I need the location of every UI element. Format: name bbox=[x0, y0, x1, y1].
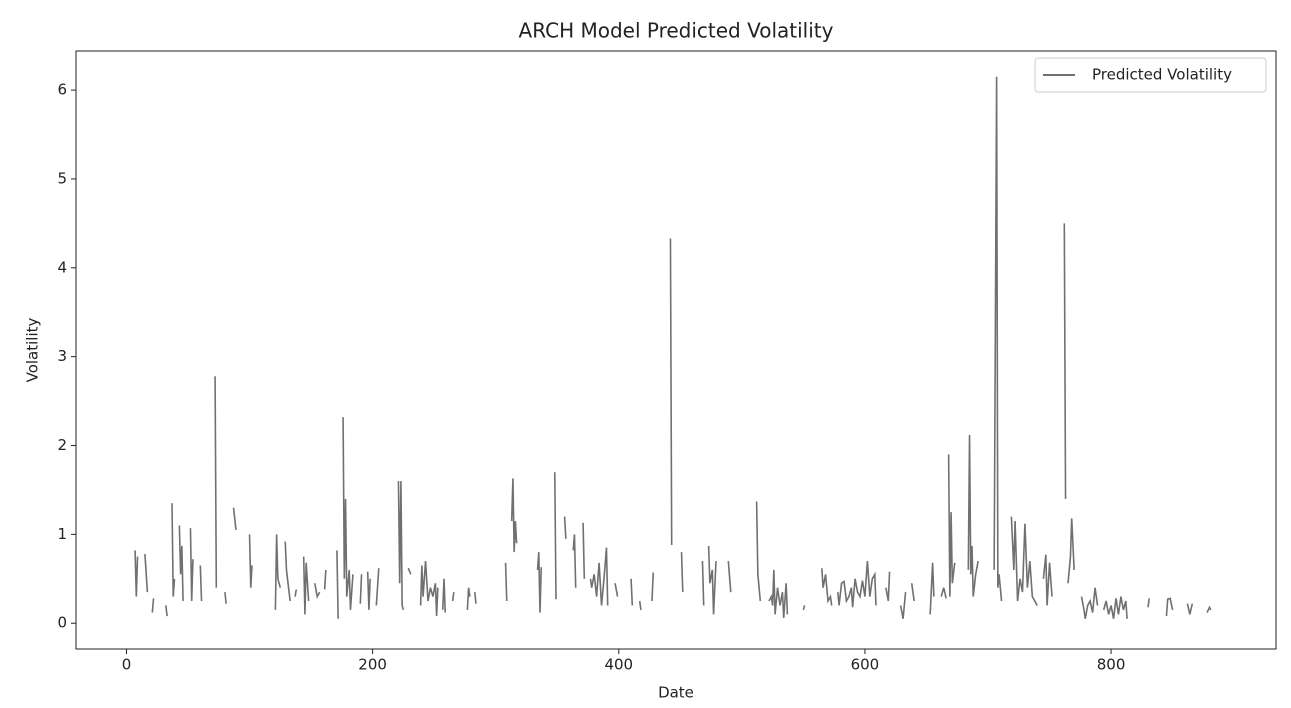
plot-frame bbox=[75, 50, 1277, 650]
x-tick-label: 200 bbox=[358, 656, 387, 674]
chart-title: ARCH Model Predicted Volatility bbox=[519, 19, 834, 43]
x-tick-label: 400 bbox=[604, 656, 633, 674]
y-tick-label: 6 bbox=[57, 81, 67, 99]
legend-box bbox=[1034, 57, 1267, 93]
x-tick-label: 800 bbox=[1097, 656, 1126, 674]
y-tick-label: 3 bbox=[57, 347, 67, 365]
y-tick-label: 4 bbox=[57, 258, 67, 276]
legend-label: Predicted Volatility bbox=[1092, 66, 1232, 84]
line-series bbox=[134, 76, 1212, 619]
y-tick-label: 0 bbox=[57, 614, 67, 632]
y-tick-label: 5 bbox=[57, 169, 67, 187]
x-tick-label: 600 bbox=[851, 656, 880, 674]
y-axis-label: Volatility bbox=[24, 317, 42, 382]
x-tick-label: 0 bbox=[122, 656, 132, 674]
y-tick-label: 2 bbox=[57, 436, 67, 454]
x-axis-label: Date bbox=[658, 684, 694, 702]
y-tick-label: 1 bbox=[57, 525, 67, 543]
